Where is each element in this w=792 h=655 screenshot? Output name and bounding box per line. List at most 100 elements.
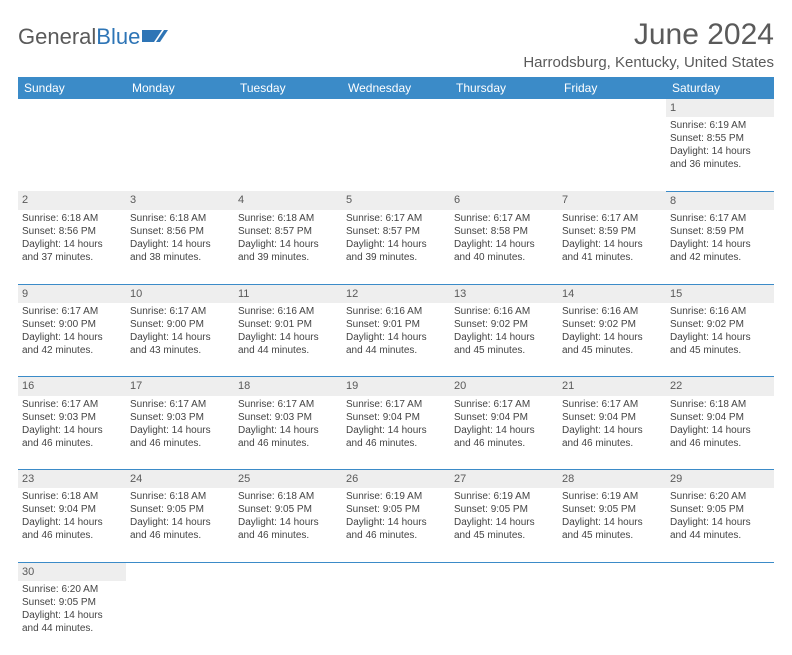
sunset-text: Sunset: 9:04 PM — [22, 503, 122, 516]
day-info-cell — [558, 581, 666, 655]
day-info-cell: Sunrise: 6:17 AMSunset: 8:57 PMDaylight:… — [342, 210, 450, 284]
daylight-text: Daylight: 14 hours — [22, 424, 122, 437]
day-info-cell: Sunrise: 6:17 AMSunset: 9:04 PMDaylight:… — [450, 396, 558, 470]
sunrise-text: Sunrise: 6:17 AM — [130, 398, 230, 411]
daylight-text: Daylight: 14 hours — [238, 516, 338, 529]
day-info-cell: Sunrise: 6:16 AMSunset: 9:02 PMDaylight:… — [666, 303, 774, 377]
daylight-text: Daylight: 14 hours — [670, 424, 770, 437]
daylight-text: Daylight: 14 hours — [130, 424, 230, 437]
daylight-text: Daylight: 14 hours — [454, 516, 554, 529]
sunset-text: Sunset: 9:03 PM — [238, 411, 338, 424]
sunset-text: Sunset: 8:55 PM — [670, 132, 770, 145]
daylight-text: Daylight: 14 hours — [562, 238, 662, 251]
daylight-text: Daylight: 14 hours — [22, 331, 122, 344]
flag-icon — [142, 24, 168, 50]
day-info-cell: Sunrise: 6:16 AMSunset: 9:02 PMDaylight:… — [450, 303, 558, 377]
day-number-cell: 17 — [126, 377, 234, 396]
day-number-cell: 25 — [234, 470, 342, 489]
daylight-text: and 44 minutes. — [670, 529, 770, 542]
sunset-text: Sunset: 9:01 PM — [346, 318, 446, 331]
day-info-row: Sunrise: 6:17 AMSunset: 9:03 PMDaylight:… — [18, 396, 774, 470]
sunset-text: Sunset: 9:03 PM — [130, 411, 230, 424]
day-number-cell: 9 — [18, 284, 126, 303]
sunrise-text: Sunrise: 6:17 AM — [22, 305, 122, 318]
day-info-cell: Sunrise: 6:16 AMSunset: 9:02 PMDaylight:… — [558, 303, 666, 377]
daylight-text: Daylight: 14 hours — [670, 516, 770, 529]
sunset-text: Sunset: 9:02 PM — [454, 318, 554, 331]
daylight-text: Daylight: 14 hours — [22, 609, 122, 622]
sunset-text: Sunset: 9:05 PM — [22, 596, 122, 609]
day-info-cell — [666, 581, 774, 655]
sunrise-text: Sunrise: 6:17 AM — [346, 398, 446, 411]
day-number-row: 9101112131415 — [18, 284, 774, 303]
day-number-cell: 20 — [450, 377, 558, 396]
location: Harrodsburg, Kentucky, United States — [523, 54, 774, 71]
day-number-cell: 7 — [558, 191, 666, 210]
daylight-text: and 46 minutes. — [238, 529, 338, 542]
day-number-cell — [234, 99, 342, 117]
day-number-cell: 21 — [558, 377, 666, 396]
day-number-cell: 11 — [234, 284, 342, 303]
daylight-text: Daylight: 14 hours — [562, 331, 662, 344]
day-number-row: 23242526272829 — [18, 470, 774, 489]
title-block: June 2024 Harrodsburg, Kentucky, United … — [523, 18, 774, 71]
sunset-text: Sunset: 8:56 PM — [22, 225, 122, 238]
day-info-cell — [342, 581, 450, 655]
daylight-text: Daylight: 14 hours — [22, 516, 122, 529]
day-number-cell: 18 — [234, 377, 342, 396]
daylight-text: and 39 minutes. — [346, 251, 446, 264]
month-title: June 2024 — [523, 18, 774, 52]
day-number-cell: 29 — [666, 470, 774, 489]
day-info-cell: Sunrise: 6:19 AMSunset: 9:05 PMDaylight:… — [558, 488, 666, 562]
daylight-text: and 45 minutes. — [454, 529, 554, 542]
sunrise-text: Sunrise: 6:18 AM — [22, 490, 122, 503]
day-number-cell: 2 — [18, 191, 126, 210]
day-info-cell: Sunrise: 6:19 AMSunset: 9:05 PMDaylight:… — [450, 488, 558, 562]
daylight-text: and 46 minutes. — [22, 529, 122, 542]
sunrise-text: Sunrise: 6:17 AM — [562, 212, 662, 225]
sunset-text: Sunset: 9:03 PM — [22, 411, 122, 424]
daylight-text: and 42 minutes. — [22, 344, 122, 357]
sunset-text: Sunset: 9:04 PM — [454, 411, 554, 424]
day-info-cell: Sunrise: 6:16 AMSunset: 9:01 PMDaylight:… — [234, 303, 342, 377]
sunset-text: Sunset: 9:05 PM — [238, 503, 338, 516]
day-info-cell: Sunrise: 6:17 AMSunset: 9:03 PMDaylight:… — [126, 396, 234, 470]
daylight-text: and 41 minutes. — [562, 251, 662, 264]
daylight-text: and 46 minutes. — [346, 437, 446, 450]
sunrise-text: Sunrise: 6:19 AM — [454, 490, 554, 503]
daylight-text: and 38 minutes. — [130, 251, 230, 264]
daylight-text: Daylight: 14 hours — [130, 516, 230, 529]
day-number-cell: 13 — [450, 284, 558, 303]
daylight-text: Daylight: 14 hours — [238, 238, 338, 251]
sunrise-text: Sunrise: 6:19 AM — [562, 490, 662, 503]
calendar-table: Sunday Monday Tuesday Wednesday Thursday… — [18, 77, 774, 655]
day-info-cell — [558, 117, 666, 191]
day-number-row: 2345678 — [18, 191, 774, 210]
daylight-text: and 45 minutes. — [562, 529, 662, 542]
weekday-header: Friday — [558, 77, 666, 99]
day-info-cell: Sunrise: 6:18 AMSunset: 9:04 PMDaylight:… — [666, 396, 774, 470]
sunrise-text: Sunrise: 6:16 AM — [562, 305, 662, 318]
day-info-cell: Sunrise: 6:17 AMSunset: 9:00 PMDaylight:… — [126, 303, 234, 377]
sunrise-text: Sunrise: 6:17 AM — [238, 398, 338, 411]
sunset-text: Sunset: 8:56 PM — [130, 225, 230, 238]
daylight-text: Daylight: 14 hours — [562, 424, 662, 437]
day-number-cell: 12 — [342, 284, 450, 303]
daylight-text: and 46 minutes. — [238, 437, 338, 450]
day-number-cell: 30 — [18, 562, 126, 581]
day-info-row: Sunrise: 6:18 AMSunset: 9:04 PMDaylight:… — [18, 488, 774, 562]
weekday-header: Sunday — [18, 77, 126, 99]
sunset-text: Sunset: 9:05 PM — [130, 503, 230, 516]
day-number-cell: 10 — [126, 284, 234, 303]
sunrise-text: Sunrise: 6:18 AM — [130, 212, 230, 225]
logo: GeneralBlue — [18, 24, 168, 50]
day-info-cell — [18, 117, 126, 191]
daylight-text: Daylight: 14 hours — [238, 331, 338, 344]
sunset-text: Sunset: 9:02 PM — [670, 318, 770, 331]
sunrise-text: Sunrise: 6:17 AM — [670, 212, 770, 225]
day-info-cell — [234, 581, 342, 655]
daylight-text: and 46 minutes. — [22, 437, 122, 450]
day-number-cell: 16 — [18, 377, 126, 396]
day-info-cell: Sunrise: 6:18 AMSunset: 9:05 PMDaylight:… — [126, 488, 234, 562]
day-info-cell: Sunrise: 6:18 AMSunset: 9:04 PMDaylight:… — [18, 488, 126, 562]
